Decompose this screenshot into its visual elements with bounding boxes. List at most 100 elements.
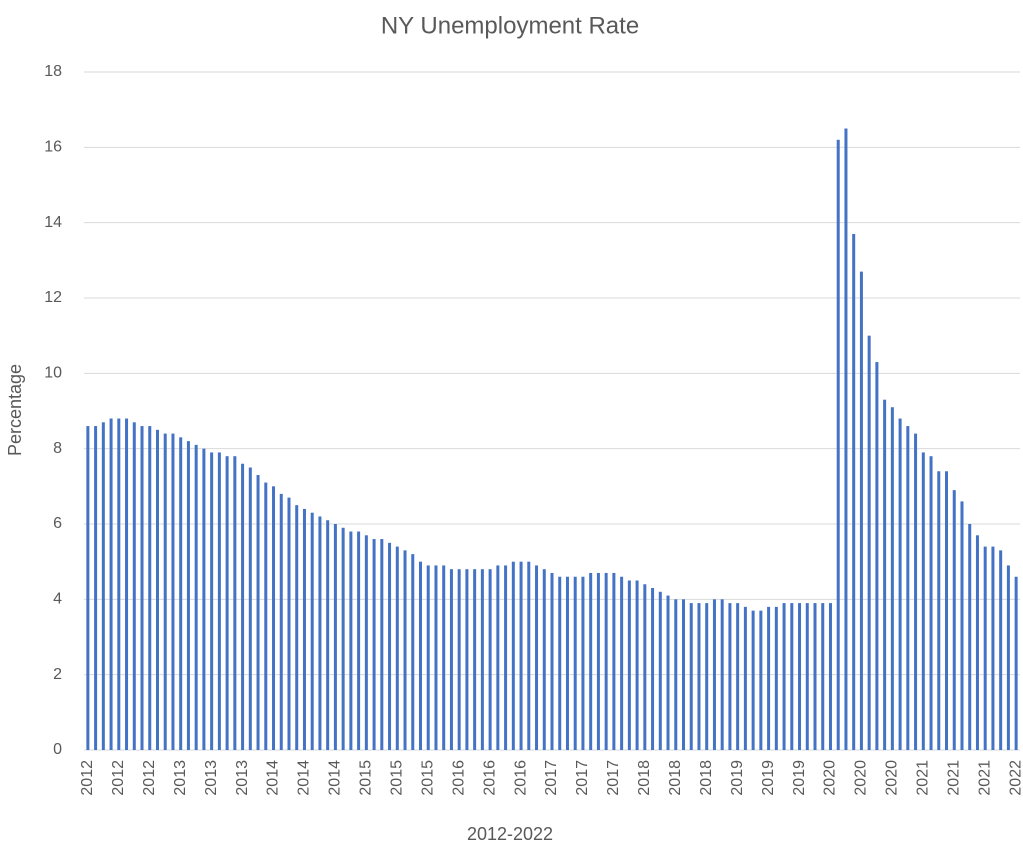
y-tick-label: 4 <box>53 591 62 608</box>
bar <box>132 422 136 750</box>
bar <box>264 482 268 750</box>
bar <box>627 580 631 750</box>
bar <box>596 572 600 750</box>
bar <box>542 569 546 750</box>
x-tick-label: 2016 <box>512 760 529 796</box>
bar <box>705 603 709 750</box>
bar <box>349 531 353 750</box>
bar <box>272 486 276 750</box>
y-tick-label: 0 <box>53 741 62 758</box>
bar <box>821 603 825 750</box>
y-tick-label: 8 <box>53 440 62 457</box>
x-tick-label: 2019 <box>760 760 777 796</box>
x-tick-label: 2021 <box>976 760 993 796</box>
bar <box>844 128 848 750</box>
bar <box>372 539 376 750</box>
bar <box>86 426 90 750</box>
bar <box>651 588 655 750</box>
bar <box>635 580 639 750</box>
bar <box>728 603 732 750</box>
x-tick-label: 2012 <box>110 760 127 796</box>
bar <box>395 546 399 750</box>
bar <box>364 535 368 750</box>
bar <box>937 471 941 750</box>
bar <box>720 599 724 750</box>
bar <box>488 569 492 750</box>
bar <box>465 569 469 750</box>
bar <box>210 452 214 750</box>
bar <box>473 569 477 750</box>
bar <box>828 603 832 750</box>
bar <box>225 456 229 750</box>
bar <box>697 603 701 750</box>
bar <box>558 576 562 750</box>
bar <box>960 501 964 750</box>
bar <box>101 422 105 750</box>
bar <box>380 539 384 750</box>
x-axis-title: 2012-2022 <box>467 824 553 844</box>
bar <box>148 426 152 750</box>
bar <box>418 561 422 750</box>
y-tick-label: 14 <box>44 214 62 231</box>
bar <box>929 456 933 750</box>
x-tick-label: 2018 <box>698 760 715 796</box>
bar <box>790 603 794 750</box>
bar <box>805 603 809 750</box>
bar <box>867 335 871 750</box>
bar <box>140 426 144 750</box>
bar <box>310 512 314 750</box>
x-tick-label: 2021 <box>945 760 962 796</box>
bar <box>658 591 662 750</box>
bar <box>434 565 438 750</box>
x-tick-label: 2020 <box>884 760 901 796</box>
x-tick-label: 2015 <box>358 760 375 796</box>
bar <box>983 546 987 750</box>
x-tick-label: 2012 <box>141 760 158 796</box>
bar <box>565 576 569 750</box>
x-tick-label: 2019 <box>791 760 808 796</box>
bar <box>767 606 771 750</box>
x-tick-label: 2016 <box>450 760 467 796</box>
x-tick-label: 2015 <box>389 760 406 796</box>
bar <box>906 426 910 750</box>
bar <box>759 610 763 750</box>
bar <box>535 565 539 750</box>
bar <box>674 599 678 750</box>
bar <box>480 569 484 750</box>
bar <box>813 603 817 750</box>
bar <box>573 576 577 750</box>
x-tick-label: 2020 <box>853 760 870 796</box>
bar <box>326 520 330 750</box>
x-tick-label: 2014 <box>296 760 313 796</box>
bar <box>94 426 98 750</box>
bar <box>751 610 755 750</box>
bar <box>279 493 283 750</box>
bar <box>256 475 260 750</box>
bar <box>774 606 778 750</box>
bar <box>202 448 206 750</box>
bar <box>519 561 523 750</box>
bar <box>921 452 925 750</box>
bar <box>620 576 624 750</box>
x-tick-label: 2022 <box>1007 760 1023 796</box>
bar <box>968 524 972 750</box>
bar <box>442 565 446 750</box>
bar <box>836 139 840 751</box>
x-tick-label: 2020 <box>822 760 839 796</box>
bar <box>217 452 221 750</box>
y-tick-label: 6 <box>53 515 62 532</box>
bar <box>411 554 415 750</box>
bar <box>604 572 608 750</box>
bar <box>914 433 918 750</box>
x-tick-label: 2017 <box>543 760 560 796</box>
bar <box>333 524 337 750</box>
bar <box>511 561 515 750</box>
bar <box>682 599 686 750</box>
bar <box>581 576 585 750</box>
bar <box>241 463 245 750</box>
bar <box>975 535 979 750</box>
bar <box>875 362 879 750</box>
y-axis-title: Percentage <box>5 364 25 456</box>
bar <box>357 531 361 750</box>
